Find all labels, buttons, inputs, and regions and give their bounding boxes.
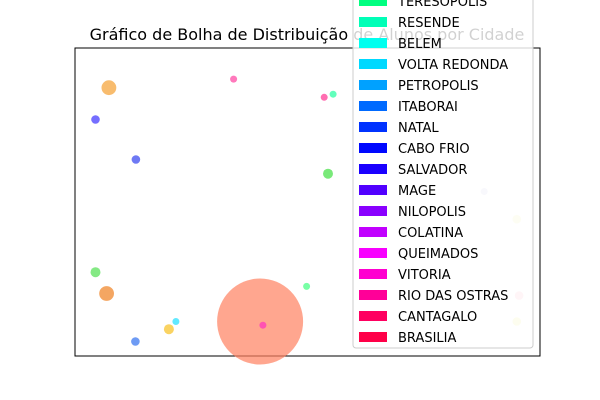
legend-label: RESENDE <box>398 16 460 31</box>
legend-label: TERESOPOLIS <box>397 0 487 10</box>
legend-swatch-16 <box>359 311 387 321</box>
legend-label: MAGE <box>398 184 436 199</box>
bubble-point-13 <box>303 283 310 290</box>
legend-swatch-17 <box>359 332 387 342</box>
legend-label: VITORIA <box>398 268 451 283</box>
legend-swatch-5 <box>359 80 387 90</box>
legend-swatch-2 <box>359 17 387 27</box>
legend-swatch-1 <box>359 0 387 6</box>
bubble-point-6 <box>230 76 237 83</box>
legend-swatch-10 <box>359 185 387 195</box>
bubble-point-1 <box>217 279 303 365</box>
legend-swatch-7 <box>359 122 387 132</box>
legend-swatch-13 <box>359 248 387 258</box>
legend-swatch-12 <box>359 227 387 237</box>
legend-label: BELEM <box>398 37 442 52</box>
bubble-point-14 <box>172 318 179 325</box>
bubble-point-17 <box>259 322 266 329</box>
legend-label: NATAL <box>398 121 439 136</box>
bubble-point-3 <box>99 286 114 301</box>
legend: TERESOPOLIS RESENDE BELEM VOLTA REDONDA PETR… <box>353 0 533 348</box>
bubble-point-12 <box>91 267 101 277</box>
legend-swatch-11 <box>359 206 387 216</box>
legend-label: CABO FRIO <box>398 142 470 157</box>
bubble-point-4 <box>91 115 100 124</box>
legend-label: SALVADOR <box>398 163 467 178</box>
legend-label: BRASILIA <box>398 331 456 346</box>
legend-swatch-8 <box>359 143 387 153</box>
legend-label: CANTAGALO <box>398 310 477 325</box>
legend-swatch-3 <box>359 38 387 48</box>
legend-label: NILOPOLIS <box>398 205 466 220</box>
legend-label: COLATINA <box>398 226 463 241</box>
bubble-point-8 <box>330 91 337 98</box>
legend-swatch-14 <box>359 269 387 279</box>
bubble-point-9 <box>323 169 333 179</box>
bubble-point-5 <box>132 155 141 164</box>
legend-label: PETROPOLIS <box>398 79 479 94</box>
bubble-point-16 <box>131 337 140 346</box>
legend-label: QUEIMADOS <box>398 247 478 262</box>
legend-label: VOLTA REDONDA <box>398 58 508 73</box>
legend-swatch-15 <box>359 290 387 300</box>
bubble-point-7 <box>321 94 328 101</box>
legend-swatch-4 <box>359 59 387 69</box>
bubble-point-2 <box>102 80 117 95</box>
bubble-point-15 <box>164 324 174 334</box>
legend-swatch-6 <box>359 101 387 111</box>
legend-label: ITABORAI <box>398 100 458 115</box>
legend-swatch-9 <box>359 164 387 174</box>
legend-label: RIO DAS OSTRAS <box>398 289 508 304</box>
